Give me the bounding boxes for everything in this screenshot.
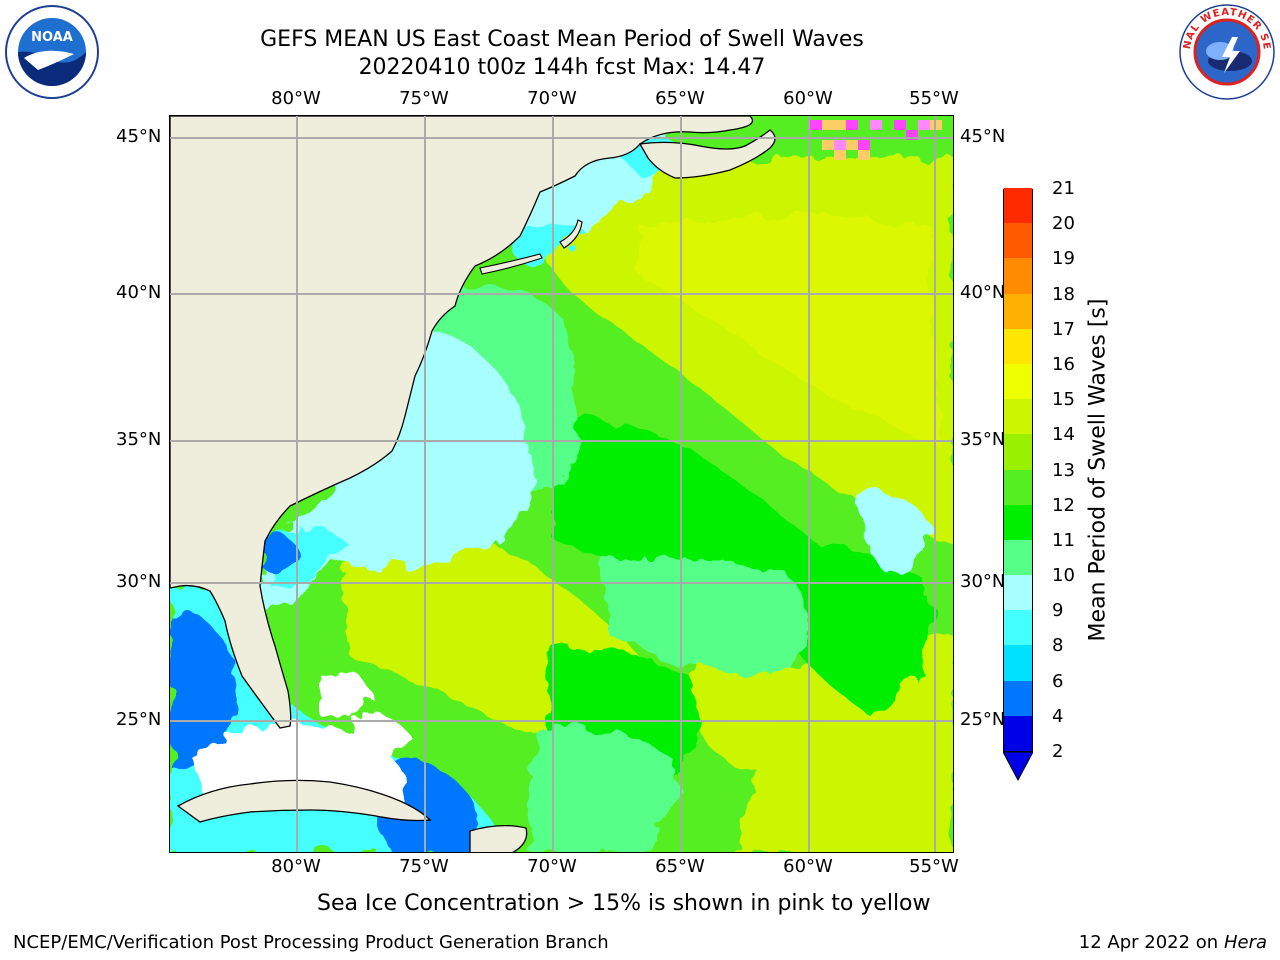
colorbar (1003, 187, 1033, 752)
footer-date-text: 12 Apr 2022 on (1078, 932, 1224, 953)
colorbar-segment (1004, 504, 1032, 540)
map-title: GEFS MEAN US East Coast Mean Period of S… (260, 27, 864, 52)
colorbar-tick-label: 18 (1052, 283, 1075, 305)
colorbar-segment (1004, 398, 1032, 435)
sea-ice-overlay (810, 120, 942, 160)
lon-label-top: 65°W (655, 88, 705, 109)
lat-label-right: 35°N (960, 429, 1006, 450)
colorbar-segment (1004, 328, 1032, 364)
colorbar-tick-label: 12 (1052, 494, 1075, 516)
colorbar-segment (1004, 644, 1032, 681)
colorbar-tick-label: 13 (1052, 459, 1075, 481)
colorbar-tick-label: 8 (1052, 635, 1064, 657)
lon-label-bottom: 75°W (399, 856, 449, 877)
colorbar-tick-label: 14 (1052, 424, 1075, 446)
colorbar-segment (1004, 680, 1032, 716)
maritimes-landmass (638, 129, 776, 179)
footer-producer: NCEP/EMC/Verification Post Processing Pr… (13, 932, 609, 953)
lat-label-left: 45°N (116, 126, 162, 147)
colorbar-segment (1004, 257, 1032, 294)
colorbar-tick-label: 21 (1052, 178, 1075, 199)
lat-label-right: 45°N (960, 126, 1006, 147)
lat-label-left: 35°N (116, 429, 162, 450)
colorbar-tick-label: 10 (1052, 565, 1075, 587)
colorbar-tick-label: 2 (1052, 741, 1064, 762)
lon-label-bottom: 70°W (527, 856, 577, 877)
sea-ice-note: Sea Ice Concentration > 15% is shown in … (317, 891, 931, 916)
colorbar-segment (1004, 469, 1032, 505)
colorbar-segment (1004, 539, 1032, 576)
hispaniola-landmass (469, 824, 528, 852)
lat-label-right: 40°N (960, 282, 1006, 303)
colorbar-segment (1004, 222, 1032, 259)
nws-logo: NATIONAL WEATHER SERVICE (1173, 0, 1276, 105)
footer-machine: Hera (1223, 932, 1267, 953)
svg-text:NOAA: NOAA (31, 30, 73, 45)
lon-label-bottom: 55°W (909, 856, 959, 877)
lon-label-bottom: 80°W (271, 856, 321, 877)
lat-label-left: 25°N (116, 709, 162, 730)
swell-period-map (169, 115, 954, 853)
colorbar-tick-label: 6 (1052, 670, 1064, 692)
colorbar-title: Mean Period of Swell Waves [s] (1085, 298, 1111, 642)
us-landmass (170, 116, 754, 729)
colorbar-segment (1004, 433, 1032, 470)
colorbar-segment (1004, 187, 1032, 224)
colorbar-under-arrow (1003, 752, 1033, 782)
lon-label-top: 55°W (909, 88, 959, 109)
lon-label-top: 70°W (527, 88, 577, 109)
lat-label-left: 30°N (116, 571, 162, 592)
cape-cod (559, 219, 583, 249)
colorbar-tick-label: 16 (1052, 353, 1075, 375)
cuba-landmass (176, 779, 432, 823)
lat-label-right: 30°N (960, 571, 1006, 592)
lon-label-top: 60°W (783, 88, 833, 109)
colorbar-segment (1004, 293, 1032, 329)
map-subtitle: 20220410 t00z 144h fcst Max: 14.47 (358, 55, 766, 80)
colorbar-segment (1004, 609, 1032, 646)
graticule (170, 116, 953, 852)
noaa-logo: NOAA (4, 4, 100, 104)
colorbar-tick-label: 17 (1052, 318, 1075, 340)
footer-date: 12 Apr 2022 on Hera (1079, 932, 1267, 954)
lon-label-bottom: 60°W (783, 856, 833, 877)
colorbar-segment (1004, 574, 1032, 611)
colorbar-tick-label: 9 (1052, 600, 1064, 622)
colorbar-tick-label: 4 (1052, 705, 1064, 727)
colorbar-segment (1004, 715, 1032, 751)
lat-label-right: 25°N (960, 709, 1006, 730)
lat-label-left: 40°N (116, 282, 162, 303)
colorbar-tick-label: 15 (1052, 389, 1075, 411)
long-island (479, 253, 543, 275)
colorbar-segment (1004, 363, 1032, 400)
colorbar-tick-label: 20 (1052, 213, 1075, 235)
colorbar-tick-label: 11 (1052, 529, 1075, 551)
map-canvas (170, 116, 953, 852)
lon-label-top: 75°W (399, 88, 449, 109)
lon-label-top: 80°W (271, 88, 321, 109)
colorbar-tick-label: 19 (1052, 248, 1075, 270)
lon-label-bottom: 65°W (655, 856, 705, 877)
